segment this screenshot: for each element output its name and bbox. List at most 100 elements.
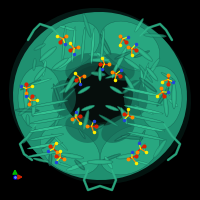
Ellipse shape: [121, 108, 127, 123]
Ellipse shape: [61, 154, 81, 158]
Ellipse shape: [136, 51, 149, 57]
Ellipse shape: [100, 28, 104, 64]
Ellipse shape: [54, 114, 61, 128]
Ellipse shape: [117, 106, 133, 120]
Ellipse shape: [55, 115, 60, 127]
Ellipse shape: [27, 142, 63, 149]
Ellipse shape: [92, 59, 109, 61]
Ellipse shape: [25, 84, 27, 106]
Ellipse shape: [106, 106, 117, 110]
Ellipse shape: [79, 87, 90, 93]
Ellipse shape: [137, 161, 148, 164]
Ellipse shape: [40, 21, 100, 71]
Ellipse shape: [101, 154, 121, 162]
Ellipse shape: [101, 115, 135, 143]
Ellipse shape: [116, 48, 126, 68]
Ellipse shape: [112, 64, 117, 78]
Ellipse shape: [61, 82, 78, 92]
Ellipse shape: [130, 133, 163, 140]
Ellipse shape: [98, 67, 102, 81]
Ellipse shape: [124, 80, 148, 116]
Ellipse shape: [146, 67, 158, 81]
Ellipse shape: [24, 83, 28, 109]
Ellipse shape: [33, 158, 49, 162]
Ellipse shape: [52, 80, 76, 116]
Ellipse shape: [52, 134, 68, 150]
Ellipse shape: [75, 160, 84, 169]
Ellipse shape: [83, 106, 94, 110]
Ellipse shape: [164, 79, 172, 94]
Ellipse shape: [90, 58, 110, 62]
Ellipse shape: [9, 8, 183, 176]
Ellipse shape: [52, 135, 66, 149]
Ellipse shape: [34, 158, 47, 162]
Ellipse shape: [28, 134, 64, 141]
Ellipse shape: [122, 136, 141, 139]
Ellipse shape: [40, 125, 100, 175]
Ellipse shape: [144, 34, 166, 38]
Ellipse shape: [169, 99, 177, 106]
Ellipse shape: [163, 78, 173, 96]
Ellipse shape: [26, 151, 62, 157]
Ellipse shape: [90, 53, 100, 55]
Ellipse shape: [27, 115, 29, 125]
Ellipse shape: [68, 162, 89, 170]
Ellipse shape: [58, 89, 75, 107]
Ellipse shape: [110, 86, 122, 94]
Ellipse shape: [91, 30, 94, 60]
Ellipse shape: [36, 101, 66, 106]
Ellipse shape: [169, 81, 172, 96]
Ellipse shape: [83, 13, 91, 37]
Ellipse shape: [65, 53, 99, 81]
Ellipse shape: [33, 58, 36, 71]
Ellipse shape: [126, 89, 159, 96]
Ellipse shape: [65, 115, 99, 143]
Ellipse shape: [59, 81, 79, 94]
Ellipse shape: [31, 109, 67, 115]
Ellipse shape: [99, 115, 119, 127]
Ellipse shape: [120, 108, 128, 124]
Ellipse shape: [41, 48, 56, 60]
Ellipse shape: [17, 16, 191, 184]
Ellipse shape: [72, 108, 80, 124]
Ellipse shape: [34, 44, 45, 50]
Ellipse shape: [172, 83, 176, 109]
Ellipse shape: [66, 76, 75, 91]
Ellipse shape: [62, 154, 70, 157]
Ellipse shape: [83, 110, 89, 130]
Ellipse shape: [169, 82, 171, 94]
Ellipse shape: [161, 72, 176, 82]
Ellipse shape: [34, 67, 46, 81]
Ellipse shape: [81, 27, 85, 63]
Ellipse shape: [126, 123, 165, 132]
Ellipse shape: [52, 58, 68, 70]
Ellipse shape: [100, 21, 160, 71]
Ellipse shape: [53, 154, 60, 164]
Ellipse shape: [32, 100, 68, 107]
Ellipse shape: [61, 153, 70, 158]
Ellipse shape: [48, 152, 52, 166]
Ellipse shape: [23, 127, 36, 143]
Ellipse shape: [116, 134, 130, 140]
Ellipse shape: [29, 125, 65, 132]
Ellipse shape: [82, 29, 85, 60]
Ellipse shape: [140, 130, 145, 142]
Ellipse shape: [158, 89, 169, 104]
Ellipse shape: [18, 66, 62, 130]
Ellipse shape: [114, 133, 130, 141]
Ellipse shape: [105, 157, 112, 167]
Ellipse shape: [123, 96, 162, 105]
Ellipse shape: [164, 95, 168, 117]
Ellipse shape: [55, 162, 72, 167]
Ellipse shape: [113, 64, 117, 77]
Ellipse shape: [42, 135, 56, 149]
Ellipse shape: [145, 34, 164, 37]
Ellipse shape: [125, 114, 164, 123]
Ellipse shape: [43, 61, 46, 75]
Ellipse shape: [101, 53, 135, 81]
Ellipse shape: [125, 76, 134, 91]
Ellipse shape: [165, 96, 167, 115]
Ellipse shape: [15, 108, 39, 112]
Ellipse shape: [49, 153, 51, 164]
Ellipse shape: [96, 52, 111, 63]
